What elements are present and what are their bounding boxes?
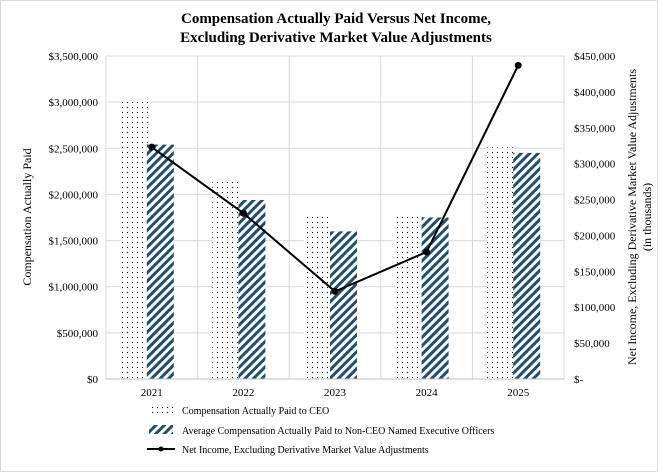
y-tick-label: $1,000,000	[49, 282, 99, 294]
bar-ceo	[395, 213, 423, 379]
net-income-point	[331, 287, 339, 295]
y-tick-label: $2,000,000	[49, 189, 99, 201]
y-tick-label: $3,500,000	[49, 51, 99, 63]
y-tick-label: $0	[87, 374, 99, 386]
y2-tick-label: $-	[574, 374, 584, 386]
legend-label-net-income: Net Income, Excluding Derivative Market …	[182, 445, 429, 456]
y2-tick-label: $300,000	[574, 159, 616, 171]
y2-tick-label: $50,000	[574, 338, 610, 350]
y2-axis-label-line2: (in thousands)	[640, 183, 654, 251]
legend-marker-net-income	[158, 446, 164, 452]
y2-tick-label: $350,000	[574, 123, 616, 135]
y2-tick-label: $200,000	[574, 230, 616, 242]
bar-ceo	[304, 213, 331, 379]
x-tick-label: 2023	[324, 387, 347, 399]
x-tick-label: 2024	[416, 387, 439, 399]
chart-title-line2: Excluding Derivative Market Value Adjust…	[180, 30, 492, 46]
net-income-point	[148, 143, 156, 151]
legend-label-neo: Average Compensation Actually Paid to No…	[182, 426, 494, 437]
bar-neo	[421, 217, 449, 379]
x-tick-label: 2025	[507, 387, 530, 399]
y-axis-label: Compensation Actually Paid	[20, 148, 34, 285]
y2-tick-label: $450,000	[574, 51, 616, 63]
y2-tick-label: $150,000	[574, 266, 616, 278]
y-tick-label: $500,000	[57, 328, 99, 340]
y-tick-label: $2,500,000	[49, 143, 99, 155]
net-income-point	[423, 248, 431, 256]
y2-tick-label: $250,000	[574, 195, 616, 207]
y-tick-label: $3,000,000	[49, 97, 99, 109]
bar-neo	[513, 152, 541, 379]
bar-ceo	[120, 99, 148, 380]
bar-neo	[330, 231, 357, 379]
y2-tick-label: $100,000	[574, 302, 616, 314]
x-tick-label: 2021	[141, 387, 163, 399]
bar-neo	[238, 199, 266, 379]
y2-tick-label: $400,000	[574, 87, 616, 99]
x-tick-label: 2022	[232, 387, 254, 399]
net-income-point	[239, 209, 247, 217]
net-income-point	[514, 61, 522, 69]
legend: Compensation Actually Paid to CEO Averag…	[147, 405, 494, 456]
legend-label-ceo: Compensation Actually Paid to CEO	[182, 406, 329, 417]
bar-ceo	[212, 179, 240, 379]
legend-swatch-ceo	[149, 405, 173, 414]
legend-swatch-neo	[149, 425, 173, 434]
bar-neo	[146, 144, 174, 379]
y2-axis-label-line1: Net Income, Excluding Derivative Market …	[625, 69, 639, 365]
chart-title-line1: Compensation Actually Paid Versus Net In…	[181, 11, 491, 27]
y-tick-label: $1,500,000	[49, 236, 99, 248]
bar-ceo	[487, 147, 515, 379]
